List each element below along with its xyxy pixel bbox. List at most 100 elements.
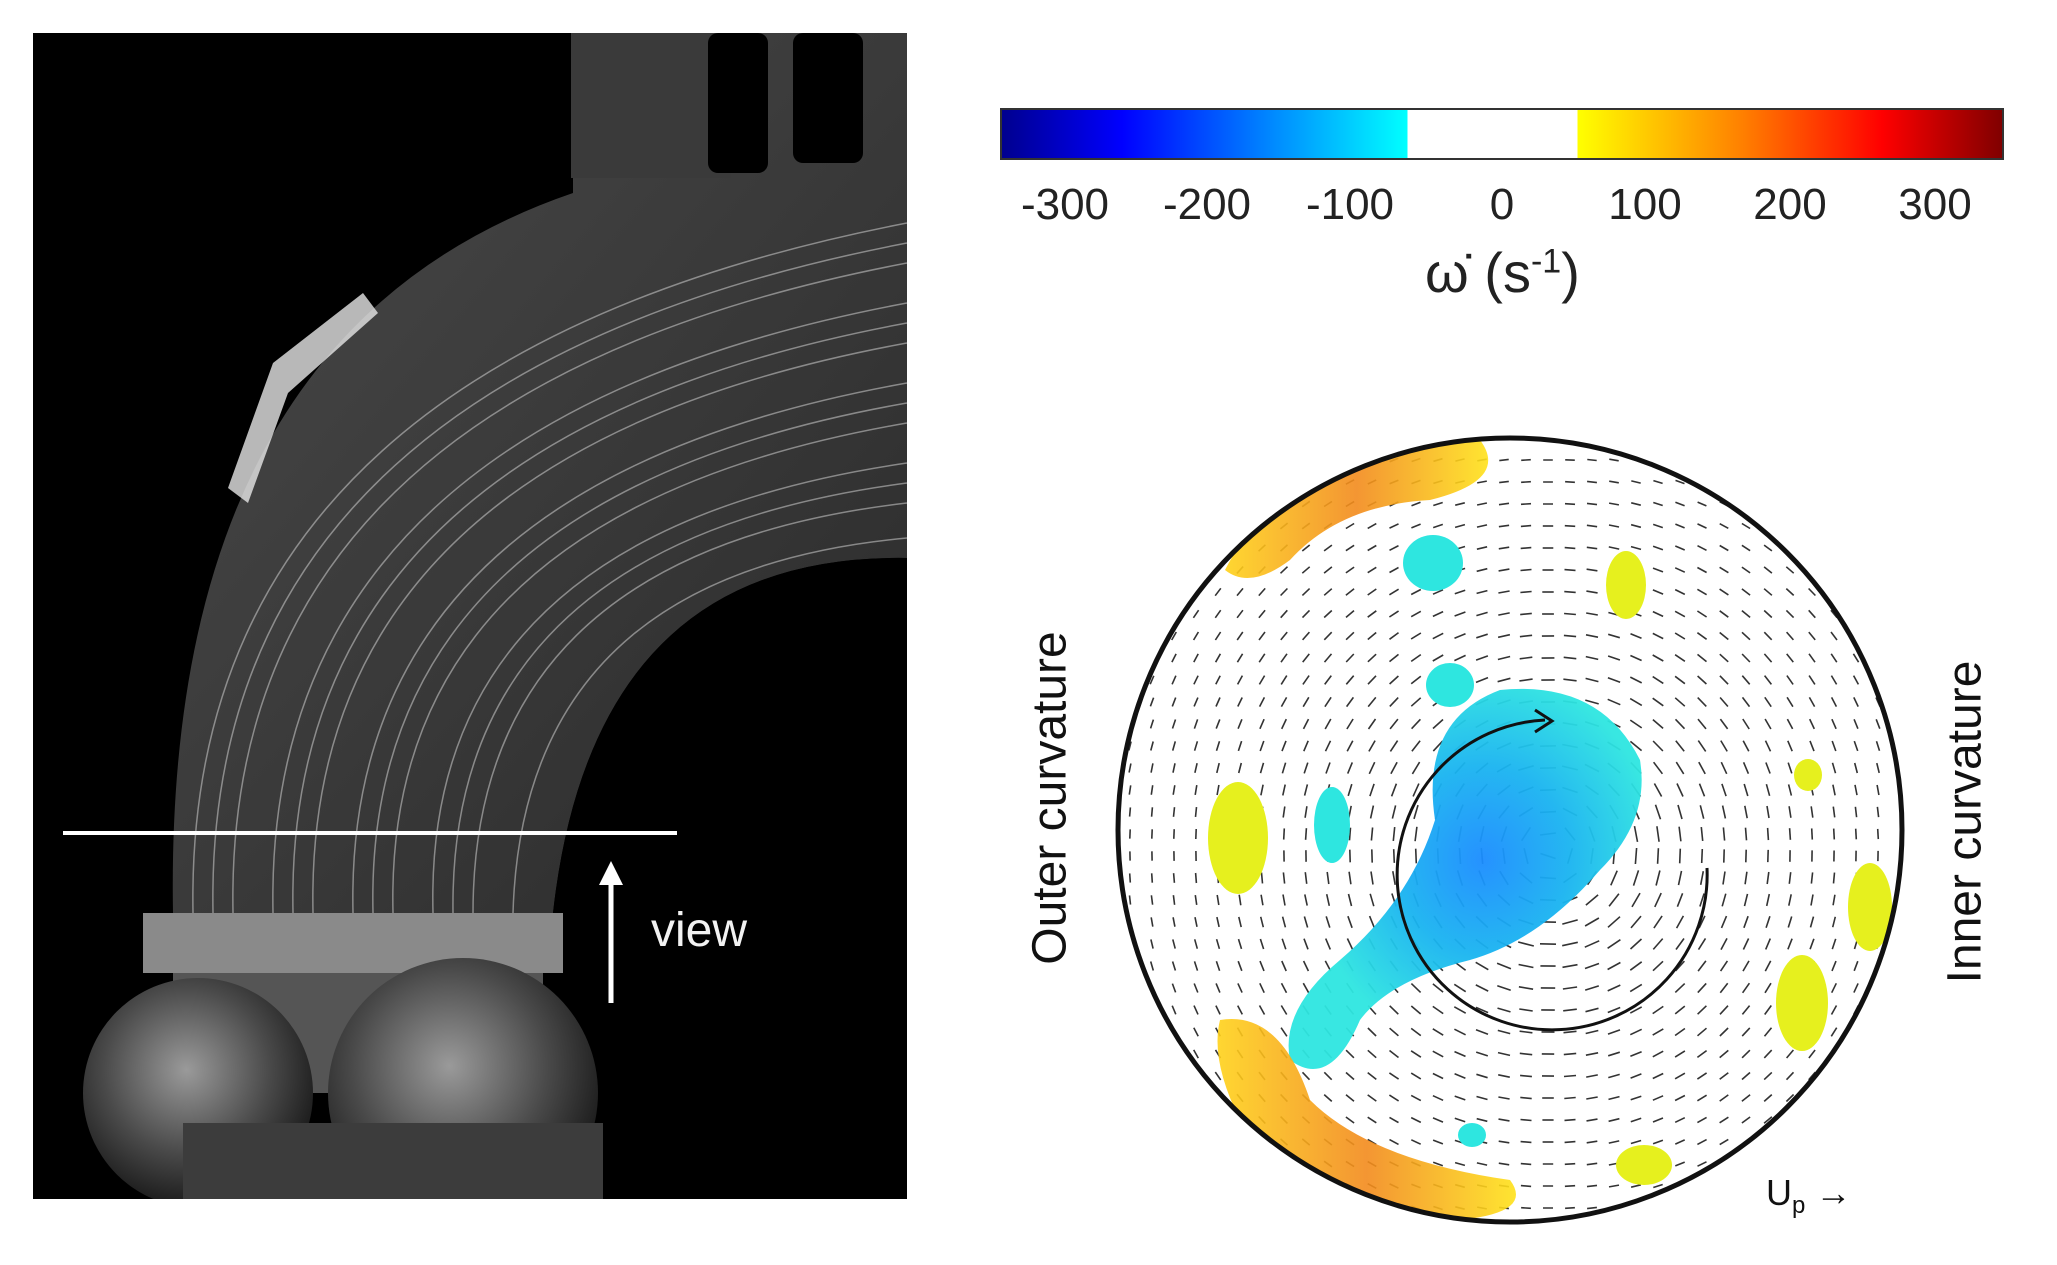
velocity-vector	[1432, 589, 1444, 595]
velocity-vector	[1697, 675, 1707, 685]
velocity-vector	[1127, 653, 1133, 663]
velocity-vector	[1192, 1071, 1200, 1081]
velocity-vector	[1719, 1094, 1729, 1102]
velocity-vector	[1807, 478, 1817, 486]
velocity-vector	[1808, 631, 1816, 641]
velocity-vector	[1563, 1008, 1577, 1012]
velocity-vector	[1476, 1117, 1488, 1123]
velocity-vector	[1675, 523, 1685, 529]
velocity-vector	[1389, 675, 1399, 685]
velocity-vector	[1585, 634, 1599, 638]
velocity-vector	[1563, 1074, 1577, 1078]
velocity-vector	[1787, 784, 1793, 796]
velocity-vector	[1192, 456, 1200, 464]
velocity-vector	[1634, 847, 1638, 865]
velocity-vector	[1389, 1049, 1399, 1059]
velocity-vector	[1128, 895, 1132, 905]
velocity-vector	[1830, 1160, 1838, 1168]
velocity-vector	[1652, 589, 1664, 595]
velocity-vector	[1498, 1096, 1510, 1100]
velocity-vector	[1586, 568, 1598, 572]
velocity-vector	[1697, 1005, 1707, 1015]
velocity-vector	[1787, 938, 1793, 950]
velocity-vector	[1214, 500, 1222, 508]
velocity-vector	[1432, 718, 1444, 730]
velocity-vector	[1852, 1093, 1860, 1103]
velocity-vector	[1304, 828, 1308, 840]
velocity-vector	[1215, 938, 1221, 950]
branch-slot	[793, 33, 863, 163]
velocity-vector	[1323, 653, 1333, 663]
velocity-vector	[1633, 825, 1639, 843]
velocity-vector	[1367, 588, 1377, 596]
velocity-vector	[1698, 783, 1706, 797]
velocity-vector	[1519, 656, 1533, 660]
velocity-vector	[1454, 611, 1466, 617]
velocity-vector	[1631, 480, 1641, 484]
velocity-vector	[1214, 609, 1222, 619]
velocity-vector	[1653, 457, 1663, 463]
velocity-vector	[1652, 675, 1664, 685]
velocity-vector	[1215, 719, 1221, 729]
velocity-vector	[1763, 544, 1773, 552]
velocity-vector	[1697, 479, 1707, 485]
velocity-vector	[1874, 522, 1882, 530]
velocity-vector	[1607, 961, 1621, 971]
velocity-vector	[1413, 804, 1419, 820]
velocity-vector	[1696, 588, 1708, 596]
velocity-vector	[1719, 1027, 1729, 1037]
velocity-vector	[1788, 872, 1792, 884]
velocity-vector	[1392, 827, 1396, 841]
velocity-vector	[1719, 1183, 1729, 1189]
velocity-vector	[1499, 480, 1509, 484]
velocity-vector	[1720, 761, 1728, 775]
velocity-vector	[1148, 587, 1156, 597]
velocity-vector	[1788, 806, 1792, 818]
velocity-vector	[1150, 741, 1154, 751]
inner-core	[553, 557, 907, 1199]
velocity-vector	[1608, 502, 1620, 506]
velocity-vector	[1149, 1071, 1155, 1081]
velocity-vector	[1831, 762, 1837, 774]
velocity-vector	[1148, 456, 1156, 464]
velocity-vector	[1172, 763, 1176, 773]
velocity-vector	[1236, 631, 1244, 641]
velocity-vector	[1629, 983, 1643, 993]
velocity-vector	[1584, 940, 1600, 948]
velocity-vector	[1127, 1093, 1133, 1103]
velocity-vector	[1192, 1138, 1200, 1146]
velocity-vector	[1852, 1204, 1860, 1212]
velocity-vector	[1852, 1071, 1860, 1081]
velocity-vector	[1455, 502, 1465, 506]
velocity-vector	[1324, 938, 1332, 950]
velocity-vector	[1325, 762, 1331, 774]
velocity-vector	[1786, 675, 1794, 685]
velocity-vector	[1258, 587, 1266, 597]
velocity-vector	[1367, 718, 1377, 730]
velocity-vector	[1432, 523, 1444, 529]
velocity-vector	[1258, 1138, 1266, 1146]
rotation-arrow-icon	[1534, 708, 1555, 734]
velocity-vector	[1171, 1071, 1177, 1081]
velocity-vector	[1367, 1071, 1377, 1081]
velocity-vector	[1697, 1161, 1707, 1167]
velocity-vector	[1875, 1005, 1881, 1015]
velocity-vector	[1674, 718, 1686, 730]
velocity-vector	[1238, 916, 1242, 928]
velocity-vector	[1193, 1049, 1199, 1059]
vorticity-positive-region	[1606, 551, 1646, 619]
velocity-vector	[1853, 983, 1859, 993]
velocity-vector	[1498, 1140, 1510, 1144]
velocity-vector	[1586, 524, 1598, 528]
velocity-vector	[1584, 917, 1600, 927]
velocity-vector	[1874, 544, 1882, 552]
velocity-vector	[1279, 456, 1289, 464]
vorticity-positive-region	[1616, 1145, 1672, 1185]
velocity-vector	[1127, 587, 1133, 597]
velocity-vector	[1744, 805, 1748, 819]
velocity-vector	[1675, 501, 1685, 507]
velocity-vector	[1475, 655, 1489, 661]
velocity-vector	[1432, 1094, 1444, 1102]
velocity-vector	[1126, 522, 1134, 530]
velocity-vector	[1518, 963, 1534, 969]
